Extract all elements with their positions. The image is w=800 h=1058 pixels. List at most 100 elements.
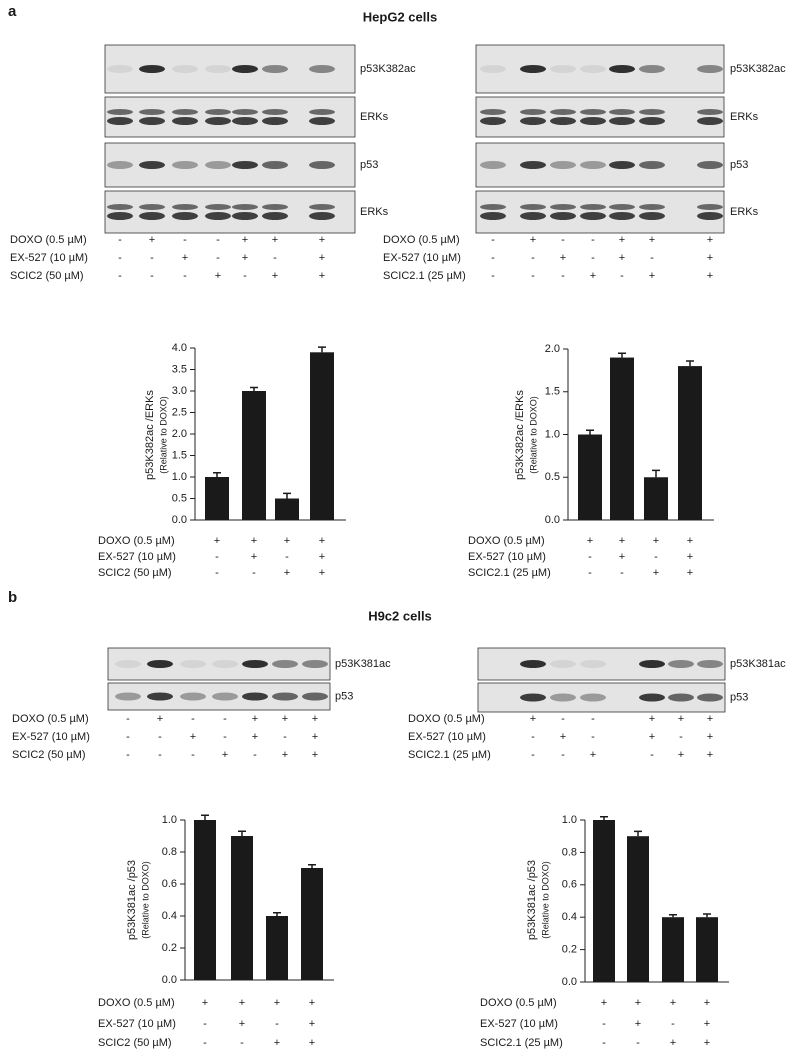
condition-sign: -: [223, 713, 227, 725]
error-bar: [238, 830, 246, 836]
condition-sign: +: [252, 713, 258, 725]
error-bar: [213, 471, 221, 477]
band: [550, 693, 576, 702]
band: [232, 161, 258, 169]
error-bar: [634, 830, 642, 837]
condition-sign: -: [118, 234, 122, 246]
condition-label: SCIC2 (50 µM): [98, 1037, 172, 1049]
condition-sign: +: [222, 749, 228, 761]
condition-sign: -: [240, 1037, 244, 1049]
band: [205, 161, 231, 169]
condition-sign: -: [126, 713, 130, 725]
condition-sign: +: [707, 270, 713, 282]
band: [520, 117, 546, 125]
y-tick-label: 0.8: [562, 846, 577, 858]
band: [550, 204, 576, 210]
bar: [242, 391, 266, 520]
condition-label: DOXO (0.5 µM): [383, 234, 460, 246]
y-tick-label: 0.2: [162, 942, 177, 954]
band: [520, 109, 546, 115]
condition-sign: -: [118, 252, 122, 264]
condition-sign: +: [619, 535, 625, 547]
band: [480, 212, 506, 220]
bar-chart: 0.0 0.2 0.4 0.6 0.8 1.0 p53K381ac /p53 (Relativ…: [98, 814, 334, 1049]
band: [139, 109, 165, 115]
band: [115, 692, 141, 701]
bar: [301, 868, 323, 980]
band: [550, 212, 576, 220]
condition-sign: -: [118, 270, 122, 282]
condition-sign: +: [590, 270, 596, 282]
condition-sign: +: [282, 713, 288, 725]
band: [520, 65, 546, 73]
condition-sign: +: [590, 749, 596, 761]
band: [205, 65, 231, 73]
bar: [662, 917, 684, 982]
condition-sign: +: [272, 234, 278, 246]
y-tick-label: 0.8: [162, 846, 177, 858]
bar-chart: 0.0 0.2 0.4 0.6 0.8 1.0 p53K381ac /p53 (Relativ…: [480, 814, 729, 1049]
band: [309, 161, 335, 169]
y-tick-label: 0.4: [162, 910, 177, 922]
condition-label: EX-527 (10 µM): [383, 252, 461, 264]
band-label: ERKs: [360, 206, 389, 218]
condition-sign: -: [158, 749, 162, 761]
band: [697, 204, 723, 210]
band: [232, 109, 258, 115]
band-label: p53K381ac: [335, 658, 391, 670]
band: [180, 692, 206, 701]
condition-sign: -: [216, 234, 220, 246]
condition-label: EX-527 (10 µM): [10, 252, 88, 264]
condition-sign: +: [182, 252, 188, 264]
bar: [644, 477, 668, 520]
band: [107, 212, 133, 220]
band: [172, 109, 198, 115]
error-bar: [250, 386, 258, 391]
condition-label: DOXO (0.5 µM): [98, 997, 175, 1009]
error-bar: [686, 360, 694, 367]
condition-sign: -: [158, 731, 162, 743]
condition-sign: -: [283, 731, 287, 743]
band: [609, 65, 635, 73]
band: [697, 212, 723, 220]
condition-sign: -: [491, 252, 495, 264]
condition-sign: -: [203, 1018, 207, 1030]
condition-sign: +: [687, 567, 693, 579]
error-bar: [283, 492, 291, 499]
band: [232, 204, 258, 210]
condition-sign: -: [126, 731, 130, 743]
y-tick-label: 1.0: [172, 471, 187, 483]
band: [139, 117, 165, 125]
condition-label: DOXO (0.5 µM): [480, 997, 557, 1009]
band: [107, 161, 133, 169]
condition-sign: -: [588, 567, 592, 579]
condition-sign: +: [707, 252, 713, 264]
condition-sign: +: [309, 1037, 315, 1049]
band: [639, 161, 665, 169]
condition-sign: +: [312, 749, 318, 761]
y-tick-label: 4.0: [172, 342, 187, 354]
band: [609, 161, 635, 169]
condition-sign: +: [635, 1018, 641, 1030]
y-axis-note: (Relative to DOXO): [140, 861, 150, 939]
band-label: ERKs: [730, 111, 759, 123]
band: [609, 117, 635, 125]
band: [480, 109, 506, 115]
y-tick-label: 2.5: [172, 406, 187, 418]
band: [212, 692, 238, 701]
panel-title: HepG2 cells: [363, 9, 437, 24]
condition-sign: +: [157, 713, 163, 725]
condition-sign: +: [149, 234, 155, 246]
condition-label: SCIC2.1 (25 µM): [408, 749, 491, 761]
band: [309, 212, 335, 220]
blot-strip: [475, 142, 725, 188]
band: [550, 161, 576, 169]
condition-sign: +: [319, 567, 325, 579]
band: [580, 109, 606, 115]
y-axis-note: (Relative to DOXO): [528, 396, 538, 474]
condition-sign: +: [282, 749, 288, 761]
band: [272, 692, 298, 701]
y-tick-label: 0.5: [545, 471, 560, 483]
band: [480, 204, 506, 210]
condition-sign: -: [620, 567, 624, 579]
